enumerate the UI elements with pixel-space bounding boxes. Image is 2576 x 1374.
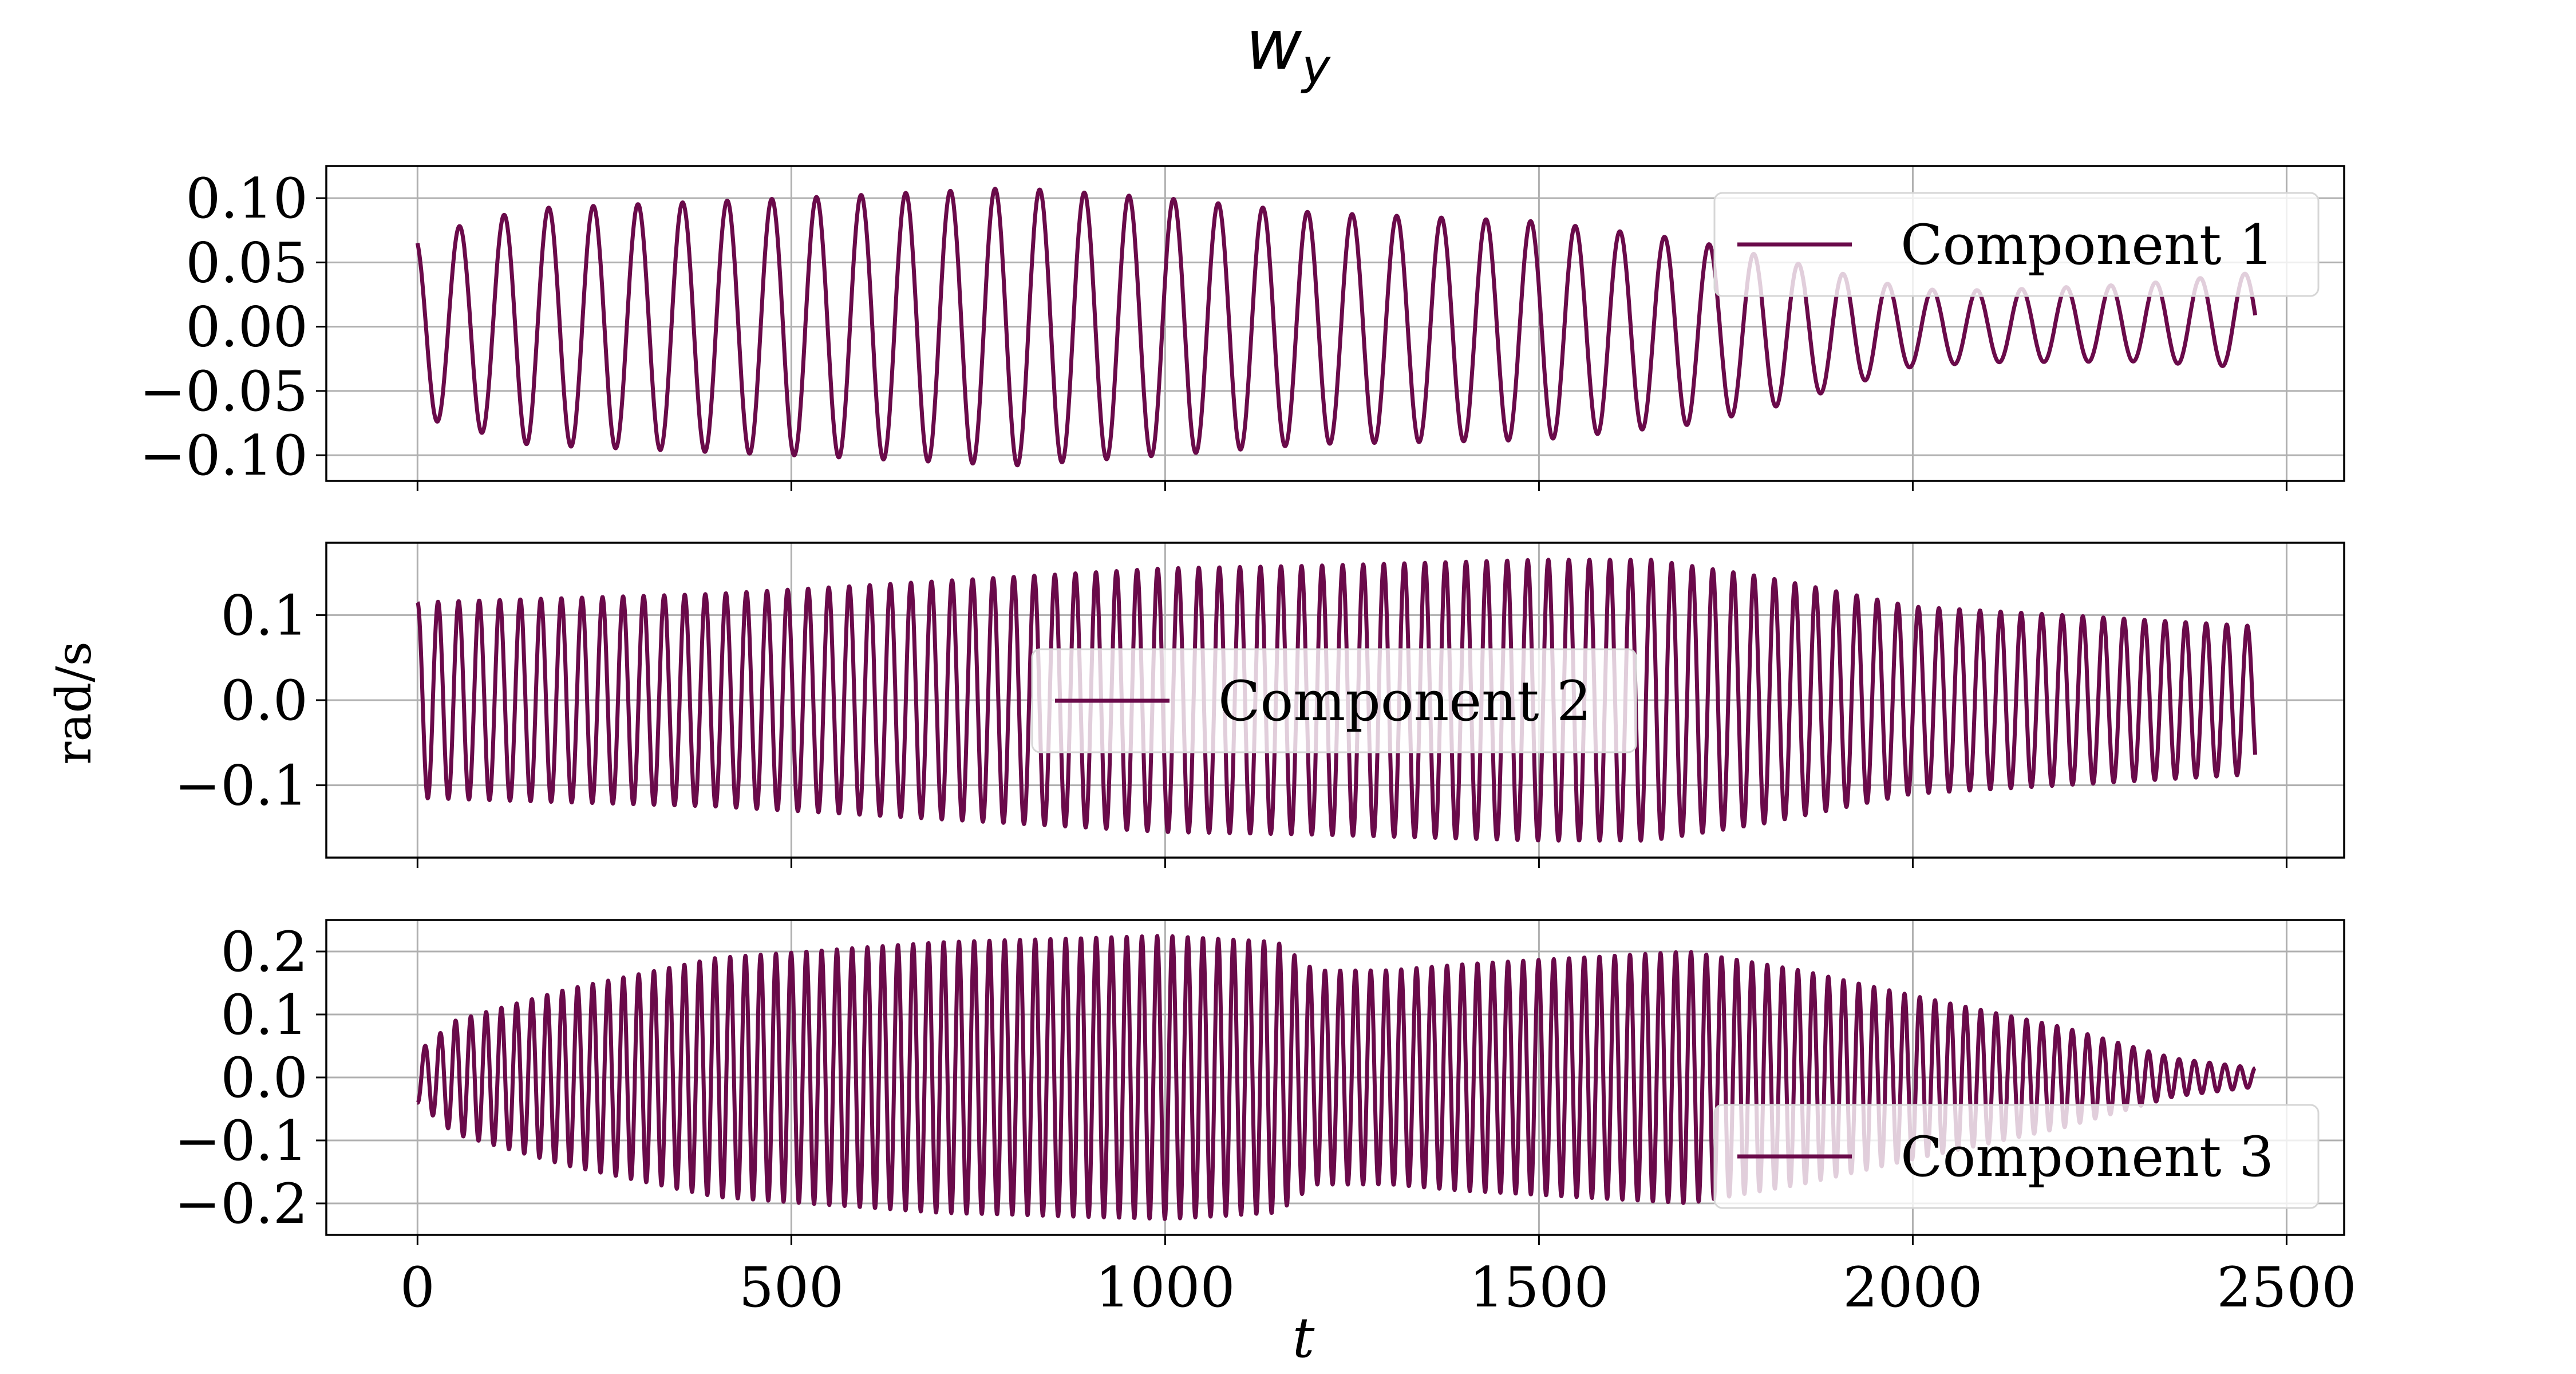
legend-2: Component 2 (1031, 648, 1637, 753)
series-line-1 (415, 187, 2258, 468)
series-line-3 (416, 934, 2257, 1221)
legend-1: Component 1 (1713, 192, 2320, 297)
x-axis-label: t (1293, 1306, 1315, 1370)
legend-box (1713, 192, 2320, 297)
y-tick-label-3: 0.1 (220, 983, 308, 1047)
y-tick-label-4: 0.2 (220, 920, 308, 984)
x-tick-label-1: 500 (739, 1255, 844, 1320)
legend-box (1713, 1104, 2320, 1209)
y-tick-label-0: −0.2 (175, 1172, 308, 1236)
y-axis-label: rad/s (46, 641, 102, 764)
panel-3: −0.2−0.10.00.10.2 0 500 1000 1500 2000 2500 Com… (175, 919, 2357, 1320)
panel-frame-1 (325, 165, 2345, 482)
panel-1: −0.10−0.050.000.050.10 Component 1 (140, 165, 2345, 491)
legend-label: Component 3 (1901, 1125, 2274, 1189)
x-tick-label-0: 0 (400, 1255, 435, 1320)
y-tick-label-2: 0.00 (185, 295, 308, 360)
chart-title: wy (1246, 6, 1331, 94)
y-tick-label-3: 0.05 (185, 231, 308, 295)
x-tick-label-4: 2000 (1843, 1255, 1982, 1320)
legend-label: Component 1 (1901, 213, 2274, 277)
x-tick-label-2: 1000 (1095, 1255, 1235, 1320)
x-tick-label-5: 2500 (2217, 1255, 2356, 1320)
y-tick-label-0: −0.1 (175, 754, 308, 818)
legend-label: Component 2 (1218, 669, 1591, 733)
y-tick-label-2: 0.0 (220, 1046, 308, 1110)
y-tick-label-4: 0.10 (185, 167, 308, 231)
panel-2: −0.1 0.0 0.1 Component 2 (175, 542, 2345, 868)
y-tick-label-1: −0.05 (140, 360, 308, 424)
x-tick-label-3: 1500 (1469, 1255, 1609, 1320)
y-tick-label-2: 0.1 (220, 583, 308, 647)
legend-3: Component 3 (1713, 1104, 2320, 1209)
y-tick-label-1: −0.1 (175, 1109, 308, 1173)
chart-title-main: w (1246, 6, 1302, 85)
chart-title-subscript: y (1300, 38, 1331, 94)
y-tick-label-0: −0.10 (140, 424, 308, 488)
legend-box (1031, 648, 1637, 753)
y-tick-label-1: 0.0 (220, 669, 308, 733)
